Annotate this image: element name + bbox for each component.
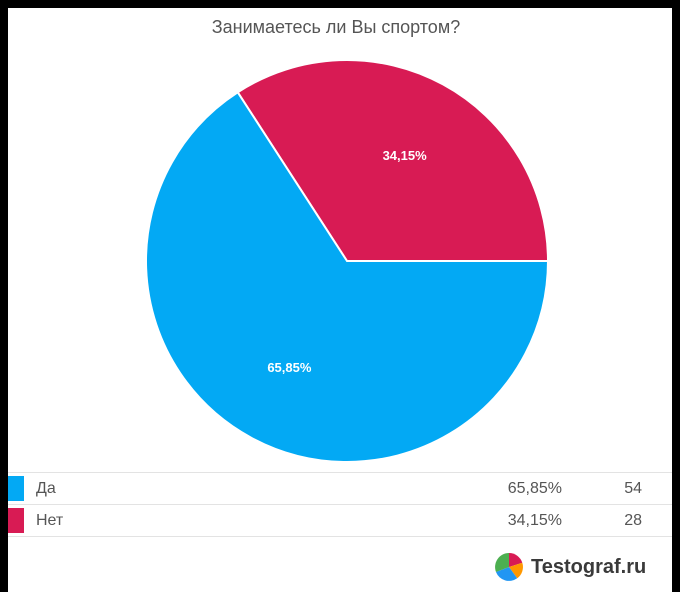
legend-row-yes: Да 65,85% 54 xyxy=(8,473,672,505)
legend-count-no: 28 xyxy=(624,512,642,529)
brand-logo-link[interactable]: Testograf.ru xyxy=(493,551,646,583)
legend-label-no: Нет xyxy=(36,512,64,529)
legend-swatch-no xyxy=(8,508,24,533)
pie-slice-yes xyxy=(145,90,550,463)
chart-title: Занимаетесь ли Вы спортом? xyxy=(211,17,461,37)
brand-name: Testograf.ru xyxy=(531,555,647,578)
legend-table: Да 65,85% 54 Нет 34,15% 28 xyxy=(8,472,672,537)
legend-percent-yes: 65,85% xyxy=(507,480,562,497)
pie-label-yes: 65,85% xyxy=(267,360,312,375)
pie-chart: 34,15% 65,85% xyxy=(145,59,550,463)
legend-row-no: Нет 34,15% 28 xyxy=(8,505,672,537)
legend-swatch-yes xyxy=(8,476,24,501)
legend-label-yes: Да xyxy=(36,480,56,497)
testograf-logo-icon xyxy=(495,553,523,581)
legend-percent-no: 34,15% xyxy=(507,512,562,529)
legend-count-yes: 54 xyxy=(624,480,642,497)
pie-label-no: 34,15% xyxy=(383,148,428,163)
